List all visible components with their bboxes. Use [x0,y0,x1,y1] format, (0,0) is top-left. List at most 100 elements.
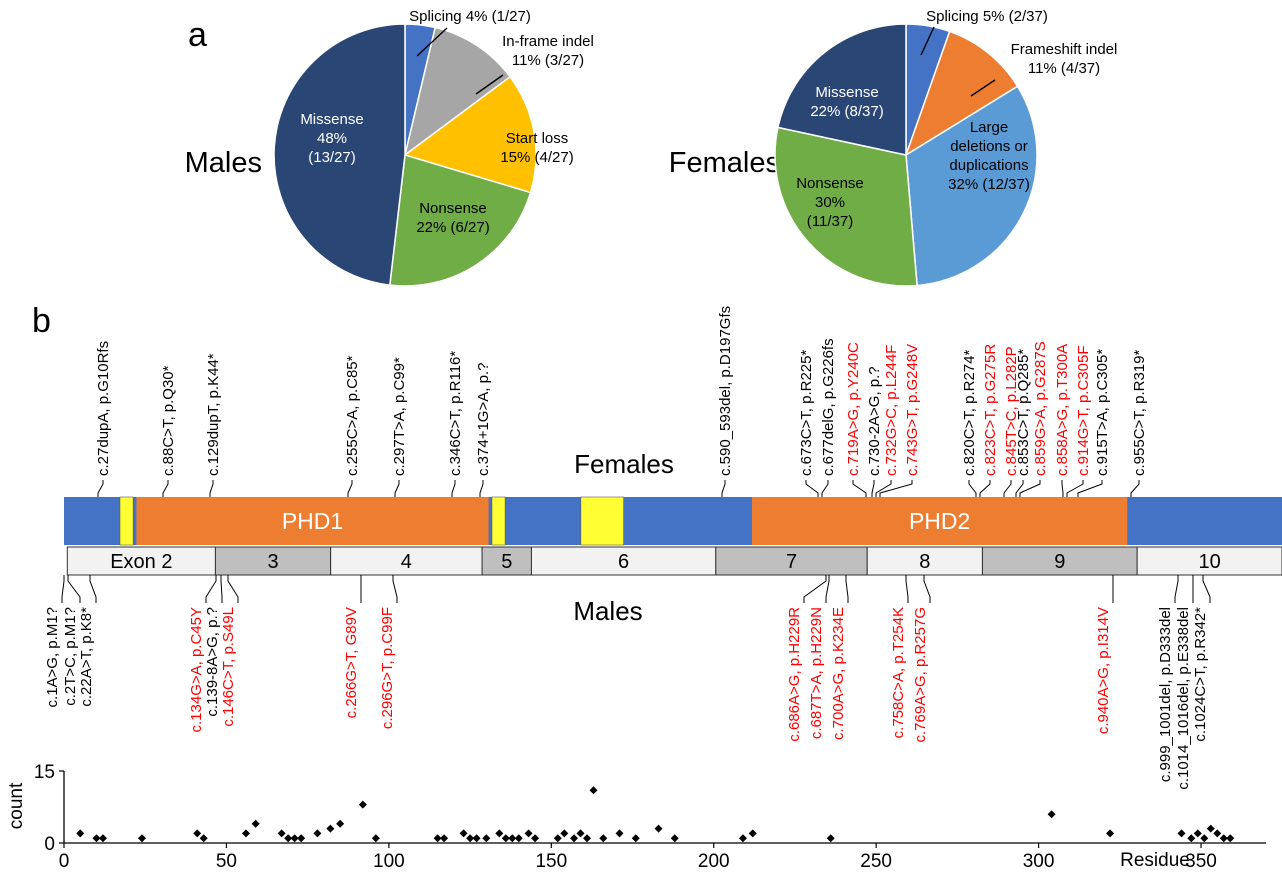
x-tick-label: 0 [59,851,70,872]
data-point [290,834,299,843]
data-point [1047,810,1056,819]
female-variant-label: c.823C>T, p.G275R [982,344,999,476]
male-variant-label: c.940A>G, p.I314V [1095,607,1112,734]
data-point [1206,824,1215,833]
x-tick-label: 200 [698,851,730,872]
pie-label-missense: Missense 48% (13/27) [300,111,363,166]
pie-leader-line [475,74,504,95]
exon-box [1136,546,1282,576]
data-point [193,829,202,838]
data-point [631,834,640,843]
data-point [98,834,107,843]
data-point [433,834,442,843]
male-variant-label: c.1024C>T, p.R342* [1192,607,1209,742]
exon-box [715,546,868,576]
data-point [599,834,608,843]
female-variant-label: c.255C>A, p.C85* [344,355,361,476]
variant-tick [1003,480,1012,497]
zinc-finger-region [119,496,134,546]
data-point [748,829,757,838]
male-variant-label: c.758C>A, p.T254K [890,607,907,738]
pie-slice-startloss [403,75,537,194]
variant-tick [227,575,239,603]
data-point [326,824,335,833]
data-point [297,834,306,843]
variant-tick [805,480,819,497]
domain-label: PHD1 [282,508,343,534]
female-variant-label: c.743G>T, p.G248V [904,344,921,476]
female-variant-label: c.858A>G, p.T300A [1054,344,1071,476]
variant-tick [1066,480,1084,497]
male-variant-label: c.2T>C, p.M1? [62,607,79,706]
pie-label-inframe: In-frame indel 11% (3/27) [502,33,594,69]
pie-label-large: Large deletions or duplications 32% (12/37) [948,119,1030,193]
variant-tick [721,480,726,497]
pie-slice-missense [777,23,907,156]
data-point [1226,834,1235,843]
female-variant-label: c.27dupA, p.G10Rfs [95,341,112,476]
data-point [137,834,146,843]
data-point [482,834,491,843]
pie-label-splicing: Splicing 5% (2/37) [926,8,1048,25]
exon-label: 5 [501,551,512,573]
exon-label: 8 [919,551,930,573]
residue-count-plot: count Residue 0 50 100 150 200 250 300 350 0 15 [6,762,1266,872]
male-variant-label: c.296G>T, p.C99F [379,607,396,729]
female-variant-label: c.129dupT, p.K44* [205,353,222,476]
exon-label: 6 [618,551,629,573]
variant-tick [923,575,931,603]
pie-label-splicing: Splicing 4% (1/27) [409,8,531,25]
x-tick-label: 100 [373,851,405,872]
data-point [76,829,85,838]
data-point [251,819,260,828]
data-point [524,829,533,838]
panel-label-a: a [188,16,207,54]
variant-tick [1015,480,1024,497]
zinc-finger-region [580,496,624,546]
domain-label: PHD2 [909,508,970,534]
exon-label: 9 [1054,551,1065,573]
variant-tick [852,480,867,497]
variant-tick [803,575,827,603]
variant-tick [845,575,849,603]
variant-tick [162,480,169,497]
variant-tick [394,480,400,497]
female-variant-label: c.88C>T, p.Q30* [160,365,177,476]
pie-leader-line [970,79,996,97]
data-point [826,834,835,843]
variant-tick [979,480,991,497]
data-point [371,834,380,843]
variant-tick [209,480,214,497]
x-tick-label: 250 [860,851,892,872]
female-variant-label: c.955C>T, p.R319* [1131,350,1148,476]
female-variant-label: c.346C>T, p.R116* [447,351,464,476]
data-point [1106,829,1115,838]
exon-box [66,546,216,576]
y-axis-label: count [6,782,27,829]
female-variant-label: c.590_593del, p.D197Gfs [717,306,734,476]
data-point [514,834,523,843]
data-point [738,834,747,843]
variant-tick [451,480,456,497]
variant-tick [67,575,81,603]
y-tick-label: 0 [44,834,55,855]
variant-tick [347,480,353,497]
pie-slice-missense [273,23,406,286]
male-variant-label: c.1014_1016del, p.E338del [1175,607,1192,790]
exon-row: Exon 2 3 4 5 6 7 8 9 10 [66,546,1282,576]
zinc-finger-region [491,496,506,546]
data-point [670,834,679,843]
data-point [615,829,624,838]
variant-tick [968,480,977,497]
exon-label: 4 [401,551,412,573]
pie-label-nonsense: Nonsense 22% (6/27) [416,200,489,236]
x-tick-label: 50 [216,851,237,872]
female-variant-label: c.915T>A, p.C305* [1094,349,1111,476]
pie-leader-line [920,26,935,56]
data-point [583,834,592,843]
male-variant-label: c.700A>G, p.K234E [830,607,847,740]
data-point [1213,829,1222,838]
data-point [440,834,449,843]
exon-box [981,546,1138,576]
